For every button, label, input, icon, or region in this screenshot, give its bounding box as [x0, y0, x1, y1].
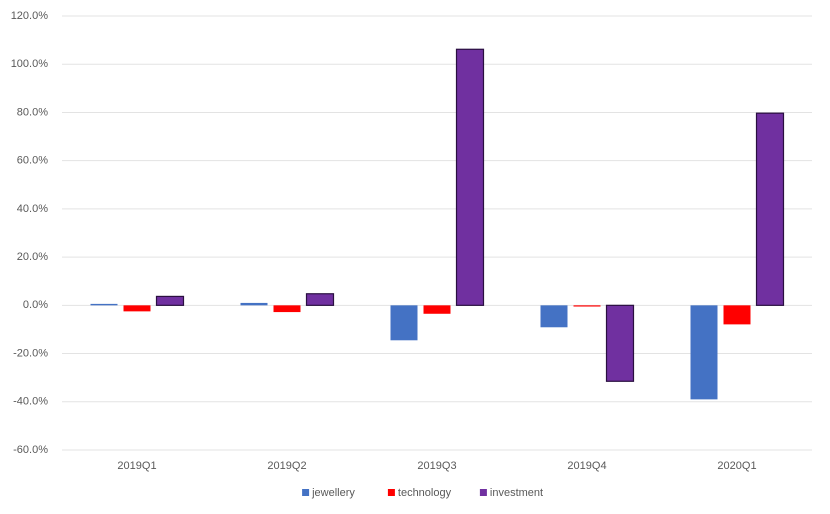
- bar: [605, 304, 635, 382]
- bar: [755, 112, 785, 306]
- y-tick-label: 40.0%: [17, 203, 48, 215]
- bar: [90, 303, 118, 306]
- y-tick-label: 0.0%: [23, 299, 48, 311]
- x-tick-label: 2019Q3: [417, 460, 456, 472]
- legend-label: investment: [490, 487, 543, 499]
- bar: [123, 305, 151, 312]
- y-tick-label: 20.0%: [17, 251, 48, 263]
- bar: [273, 305, 301, 313]
- x-tick-label: 2019Q1: [117, 460, 156, 472]
- legend-swatch: [479, 489, 487, 496]
- y-tick-label: -20.0%: [13, 347, 48, 359]
- bar: [690, 305, 718, 400]
- bar: [155, 295, 185, 306]
- legend-label: technology: [398, 487, 452, 499]
- x-tick-label: 2020Q1: [717, 460, 756, 472]
- y-tick-label: 80.0%: [17, 106, 48, 118]
- y-tick-label: -40.0%: [13, 396, 48, 408]
- bar: [573, 305, 601, 307]
- legend-swatch: [302, 489, 310, 496]
- y-tick-label: 60.0%: [17, 155, 48, 167]
- y-tick-label: -60.0%: [13, 444, 48, 456]
- legend-swatch: [387, 489, 395, 496]
- bar: [540, 305, 568, 328]
- bar: [305, 293, 335, 306]
- y-tick-label: 100.0%: [11, 58, 49, 70]
- x-tick-label: 2019Q4: [567, 460, 606, 472]
- bar: [723, 305, 751, 325]
- y-tick-label: 120.0%: [11, 10, 49, 22]
- bar: [455, 48, 485, 306]
- legend-label: jewellery: [311, 487, 355, 499]
- bar: [390, 305, 418, 341]
- x-tick-label: 2019Q2: [267, 460, 306, 472]
- bar: [240, 302, 268, 306]
- bar: [423, 305, 451, 314]
